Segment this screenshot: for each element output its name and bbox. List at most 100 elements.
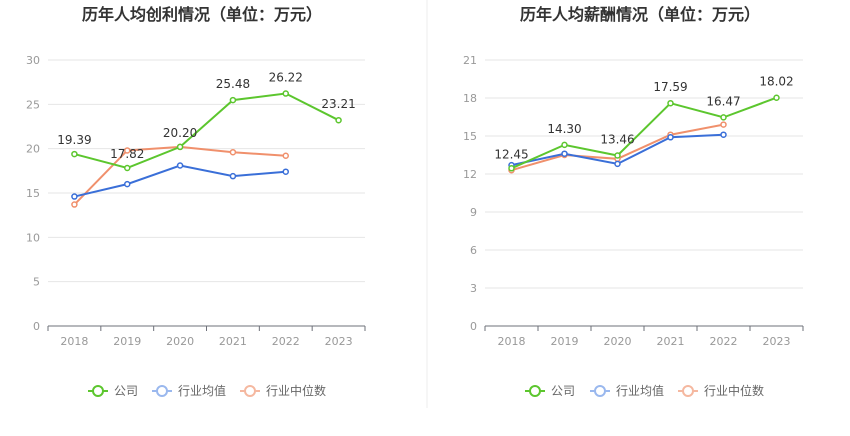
- x-tick-label: 2021: [219, 335, 247, 348]
- data-point-company[interactable]: [561, 141, 568, 149]
- data-point-industry-avg[interactable]: [229, 172, 237, 180]
- profit-legend: 公司 行业均值 行业中位数: [88, 383, 326, 398]
- legend-label-industry-avg: 行业均值: [616, 383, 664, 398]
- x-tick-label: 2021: [657, 335, 685, 348]
- data-point-industry-avg[interactable]: [561, 150, 568, 157]
- data-point-industry-median[interactable]: [124, 147, 131, 154]
- legend-label-industry-median: 行业中位数: [704, 383, 764, 398]
- data-point-company[interactable]: [335, 116, 342, 124]
- data-point-company[interactable]: [614, 152, 621, 159]
- salary-legend: 公司 行业均值 行业中位数: [525, 383, 764, 398]
- data-label: 16.47: [706, 94, 740, 108]
- y-tick-label: 9: [470, 206, 477, 219]
- legend-label-company: 公司: [551, 384, 575, 398]
- data-label: 19.39: [57, 133, 91, 147]
- x-tick-label: 2022: [710, 335, 738, 348]
- legend-label-company: 公司: [114, 384, 138, 398]
- data-point-industry-median[interactable]: [229, 148, 237, 156]
- legend-marker-icon: [682, 385, 694, 397]
- data-point-company[interactable]: [508, 165, 515, 172]
- legend-item-industry-median[interactable]: 行业中位数: [678, 383, 764, 398]
- data-point-industry-median[interactable]: [720, 121, 727, 128]
- y-tick-label: 15: [26, 187, 40, 200]
- x-tick-label: 2022: [272, 335, 300, 348]
- data-point-industry-avg[interactable]: [614, 160, 621, 168]
- legend-label-industry-avg: 行业均值: [178, 383, 226, 398]
- data-point-company[interactable]: [229, 96, 237, 104]
- legend-item-industry-avg[interactable]: 行业均值: [152, 383, 226, 398]
- profit-data-labels: 19.39 17.82 20.20 25.48 26.22 23.21: [57, 71, 356, 161]
- legend-marker-icon: [594, 385, 606, 397]
- data-point-company[interactable]: [773, 94, 780, 101]
- data-label: 26.22: [269, 71, 303, 85]
- data-label: 18.02: [759, 75, 793, 89]
- x-tick-label: 2018: [498, 335, 526, 348]
- data-label: 20.20: [163, 126, 197, 140]
- data-point-company[interactable]: [667, 99, 674, 107]
- y-tick-label: 12: [463, 168, 477, 181]
- profit-series: [71, 90, 342, 208]
- data-label: 13.46: [600, 133, 634, 147]
- x-tick-label: 2019: [113, 335, 141, 348]
- x-tick-label: 2019: [551, 335, 579, 348]
- data-point-industry-avg[interactable]: [71, 193, 78, 200]
- data-label: 17.82: [110, 147, 144, 161]
- y-tick-label: 6: [470, 244, 477, 257]
- data-label: 23.21: [321, 97, 355, 111]
- y-tick-label: 3: [470, 282, 477, 295]
- data-label: 12.45: [494, 147, 528, 161]
- data-point-industry-avg[interactable]: [124, 180, 131, 188]
- data-point-industry-avg[interactable]: [282, 168, 289, 175]
- y-tick-label: 0: [470, 320, 477, 333]
- salary-x-axis: 2018 2019 2020 2021 2022 2023: [484, 325, 804, 348]
- x-tick-label: 2020: [604, 335, 632, 348]
- salary-grid: [485, 59, 803, 289]
- data-point-industry-avg[interactable]: [176, 162, 184, 169]
- y-tick-label: 21: [463, 54, 477, 67]
- x-tick-label: 2018: [60, 335, 88, 348]
- legend-marker-icon: [156, 385, 168, 397]
- legend-item-company[interactable]: 公司: [525, 384, 575, 398]
- legend-item-industry-median[interactable]: 行业中位数: [240, 383, 326, 398]
- salary-series: [508, 94, 780, 174]
- series-line-company: [74, 92, 340, 170]
- data-point-industry-avg[interactable]: [720, 131, 727, 138]
- legend-marker-icon: [92, 385, 104, 397]
- data-point-company[interactable]: [176, 143, 184, 151]
- y-tick-label: 5: [33, 276, 40, 289]
- y-tick-label: 25: [26, 98, 40, 111]
- data-point-company[interactable]: [124, 164, 131, 172]
- y-tick-label: 0: [33, 320, 40, 333]
- data-label: 25.48: [216, 77, 250, 91]
- data-point-company[interactable]: [71, 150, 78, 158]
- data-point-industry-median[interactable]: [282, 152, 289, 160]
- y-tick-label: 15: [463, 130, 477, 143]
- profit-chart: 历年人均创利情况（单位：万元） 0 5 10 15 20 25 30 2018 2019 202…: [26, 5, 366, 348]
- y-tick-label: 10: [26, 231, 40, 244]
- y-tick-label: 18: [463, 92, 477, 105]
- x-tick-label: 2023: [763, 335, 791, 348]
- legend-marker-icon: [529, 385, 541, 397]
- data-point-company[interactable]: [282, 90, 289, 97]
- data-point-company[interactable]: [720, 114, 727, 121]
- legend-marker-icon: [244, 385, 256, 397]
- salary-chart-title: 历年人均薪酬情况（单位：万元）: [520, 5, 760, 24]
- data-label: 17.59: [653, 80, 687, 94]
- profit-y-axis: 0 5 10 15 20 25 30: [26, 54, 40, 333]
- legend-item-industry-avg[interactable]: 行业均值: [590, 383, 664, 398]
- profit-x-axis: 2018 2019 2020 2021 2022 2023: [47, 325, 366, 348]
- series-line-industry-avg: [74, 164, 286, 198]
- legend-label-industry-median: 行业中位数: [266, 383, 326, 398]
- y-tick-label: 30: [26, 54, 40, 67]
- x-tick-label: 2020: [166, 335, 194, 348]
- y-tick-label: 20: [26, 143, 40, 156]
- salary-chart: 历年人均薪酬情况（单位：万元） 0 3 6 9 12 15 18 21 2018 2019 202…: [463, 5, 804, 348]
- data-point-industry-median[interactable]: [71, 201, 78, 208]
- series-line-company: [511, 96, 777, 170]
- series-line-industry-median: [73, 145, 286, 206]
- x-tick-label: 2023: [325, 335, 353, 348]
- data-point-industry-avg[interactable]: [667, 134, 674, 141]
- salary-y-axis: 0 3 6 9 12 15 18 21: [463, 54, 477, 333]
- legend-item-company[interactable]: 公司: [88, 384, 138, 398]
